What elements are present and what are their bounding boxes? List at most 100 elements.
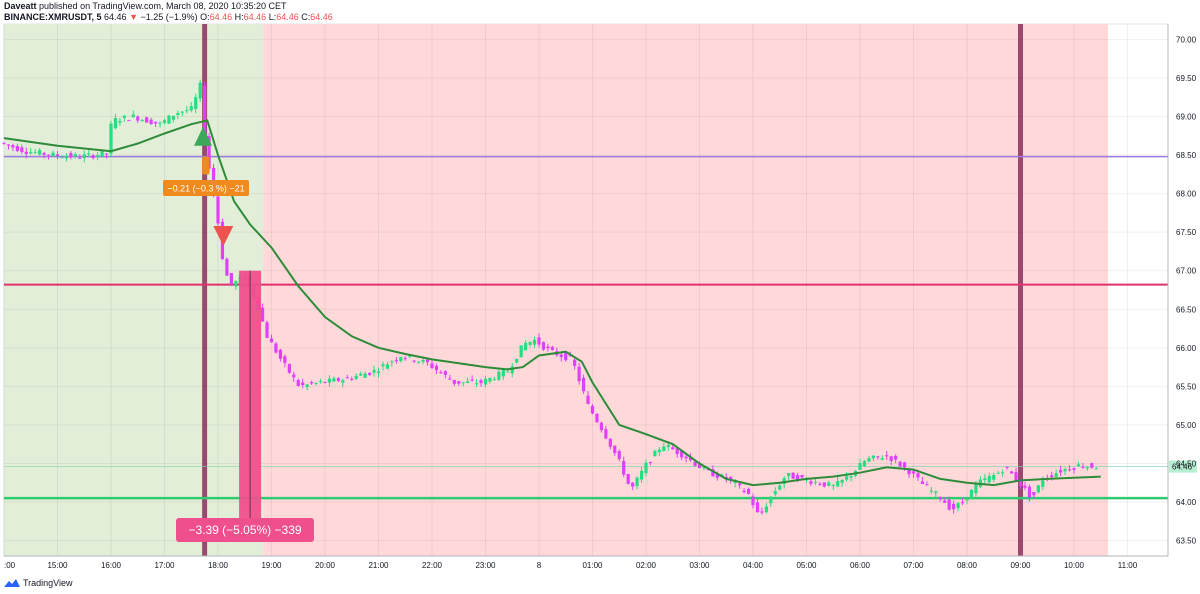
- x-tick-label: 03:00: [689, 561, 710, 570]
- candle-body: [381, 364, 385, 367]
- candle-body: [559, 354, 563, 358]
- candle-body: [194, 97, 198, 110]
- candle-body: [791, 472, 795, 479]
- open-label: O:: [200, 12, 210, 22]
- candle-body: [1090, 463, 1094, 468]
- candle-body: [795, 474, 800, 481]
- candle-body: [742, 490, 746, 493]
- x-tick-label: 16:00: [101, 561, 122, 570]
- candle-body: [310, 382, 314, 384]
- candle-body: [680, 450, 684, 458]
- candle-body: [524, 342, 528, 351]
- entry-label: −0.21 (−0.3 %) −21: [167, 184, 244, 194]
- candle-body: [113, 117, 118, 129]
- candle-body: [439, 372, 443, 374]
- candle-body: [327, 378, 332, 383]
- candle-body: [1005, 466, 1009, 468]
- candle-body: [697, 464, 702, 469]
- candle-body: [564, 352, 568, 361]
- candle-body: [657, 449, 661, 453]
- candle-body: [862, 461, 867, 467]
- y-tick-label: 67.00: [1176, 267, 1197, 276]
- candle-body: [715, 474, 719, 478]
- candle-body: [653, 450, 657, 457]
- candle-body: [417, 361, 421, 363]
- x-tick-label: 06:00: [850, 561, 871, 570]
- author-name[interactable]: Daveatt: [4, 1, 37, 11]
- candle-body: [974, 484, 978, 494]
- candle-body: [840, 479, 844, 483]
- candle-body: [831, 485, 835, 487]
- candle-body: [488, 377, 492, 382]
- candle-body: [385, 364, 390, 369]
- candle-body: [29, 152, 33, 154]
- candle-body: [403, 358, 407, 360]
- candle-body: [372, 369, 376, 373]
- candle-body: [20, 147, 24, 152]
- candle-body: [800, 475, 804, 478]
- candle-body: [78, 157, 82, 159]
- candle-body: [51, 152, 55, 157]
- x-tick-label: 21:00: [368, 561, 389, 570]
- candle-body: [11, 145, 15, 148]
- candle-body: [729, 476, 733, 481]
- candle-body: [376, 371, 381, 374]
- candle-body: [269, 338, 274, 343]
- candle-body: [87, 153, 91, 155]
- candle-body: [1054, 473, 1058, 477]
- candle-body: [590, 405, 595, 414]
- down-arrow-icon: ▼: [129, 12, 138, 22]
- candle-body: [916, 473, 920, 478]
- close-label: C:: [301, 12, 311, 22]
- candle-body: [461, 382, 465, 384]
- candle-body: [537, 337, 541, 345]
- low-value: 64.46: [276, 12, 299, 22]
- candle-body: [622, 460, 626, 475]
- candle-body: [876, 456, 880, 458]
- candle-body: [577, 366, 581, 382]
- candle-body: [983, 478, 987, 480]
- candle-body: [180, 111, 184, 113]
- y-tick-label: 67.50: [1176, 228, 1197, 237]
- candle-body: [925, 484, 929, 486]
- candle-body: [894, 456, 898, 460]
- candle-body: [390, 361, 394, 363]
- candle-body: [519, 345, 523, 358]
- candle-body: [755, 502, 760, 513]
- candle-body: [751, 496, 755, 506]
- candle-body: [956, 503, 960, 509]
- candle-body: [448, 378, 452, 380]
- symbol-name[interactable]: BINANCE:XMRUSDT, 5: [4, 12, 102, 22]
- candle-body: [229, 273, 233, 285]
- x-tick-label: 18:00: [208, 561, 229, 570]
- candle-body: [55, 154, 60, 156]
- low-label: L:: [268, 12, 277, 22]
- y-tick-label: 64.50: [1176, 459, 1197, 468]
- candle-body: [189, 106, 193, 111]
- candle-body: [301, 382, 305, 385]
- candle-body: [822, 482, 826, 487]
- y-tick-label: 64.00: [1176, 498, 1197, 507]
- candle-body: [541, 342, 546, 350]
- x-tick-label: 8: [537, 561, 542, 570]
- open-value: 64.46: [209, 12, 233, 22]
- candle-body: [470, 379, 474, 381]
- chart-grid: [3, 24, 1168, 556]
- candle-body: [412, 360, 416, 362]
- candle-body: [867, 458, 871, 462]
- tradingview-logo[interactable]: TradingView: [4, 578, 73, 588]
- candle-body: [363, 373, 367, 378]
- candle-body: [813, 481, 818, 483]
- candle-body: [595, 414, 599, 423]
- candle-body: [702, 467, 706, 469]
- measure-label: −3.39 (−5.05%) −339: [188, 523, 301, 537]
- candle-body: [515, 359, 519, 363]
- candle-body: [688, 456, 693, 461]
- candle-body: [158, 122, 162, 124]
- candle-body: [185, 110, 189, 112]
- tradingview-logo-icon: [4, 579, 20, 587]
- candle-body: [764, 506, 768, 513]
- candle-body: [827, 482, 831, 486]
- x-tick-label: 01:00: [582, 561, 603, 570]
